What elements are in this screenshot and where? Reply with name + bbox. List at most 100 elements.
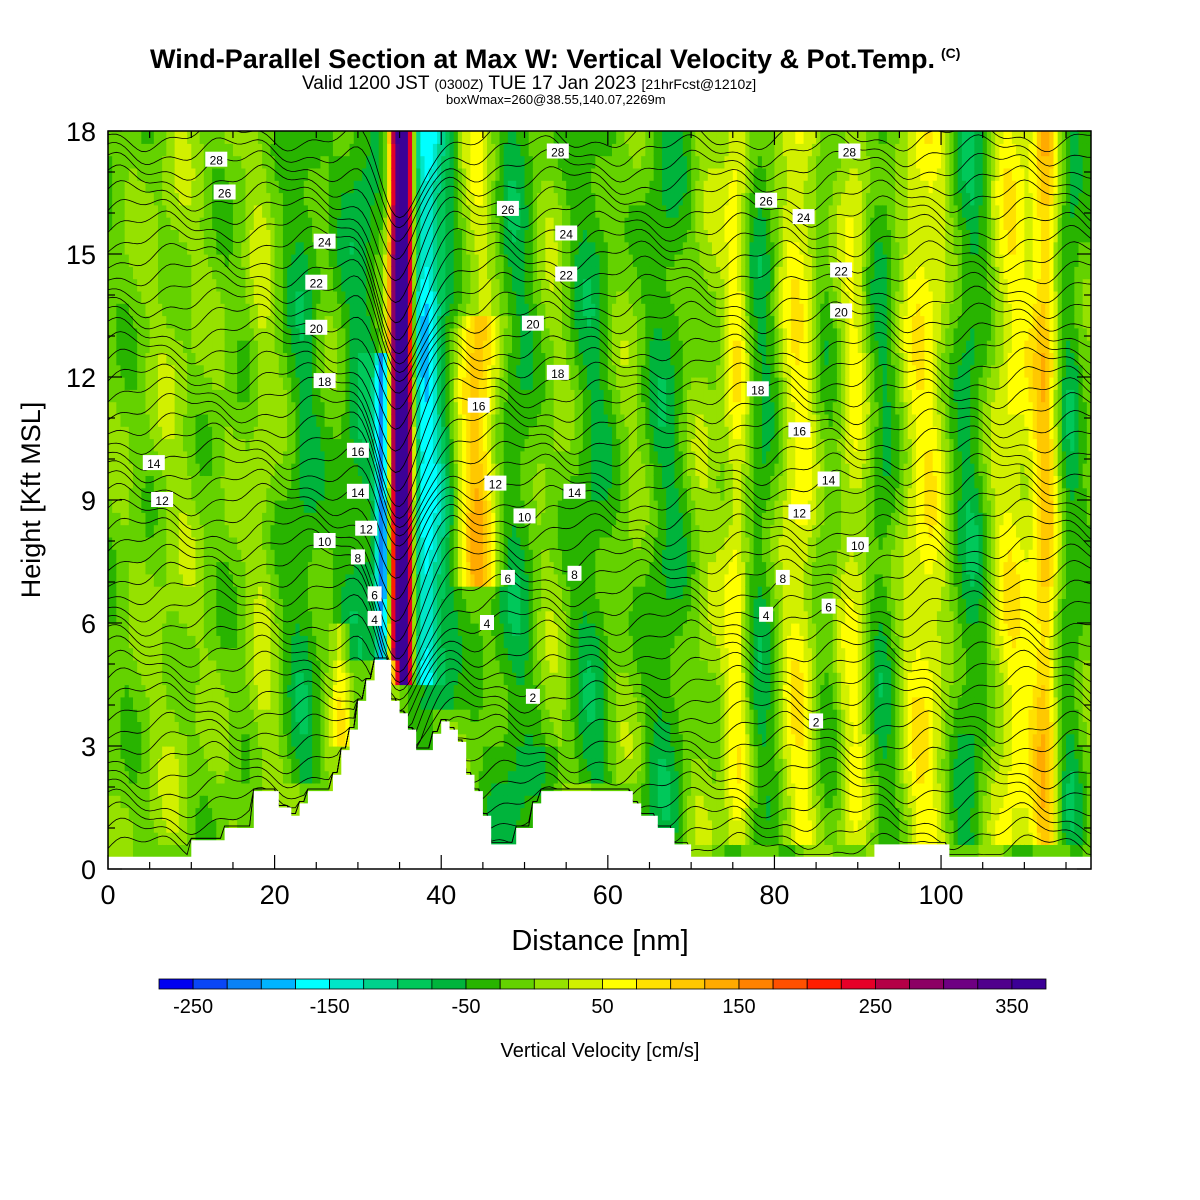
- velocity-cell: [428, 684, 434, 698]
- velocity-cell: [337, 377, 342, 390]
- velocity-cell: [324, 721, 330, 735]
- velocity-cell: [191, 155, 197, 169]
- velocity-cell: [132, 832, 138, 845]
- velocity-cell: [162, 192, 167, 206]
- velocity-cell: [382, 512, 388, 526]
- velocity-cell: [216, 573, 222, 587]
- velocity-cell: [249, 401, 255, 415]
- velocity-cell: [228, 327, 234, 341]
- velocity-cell: [320, 500, 326, 513]
- velocity-cell: [437, 413, 442, 427]
- velocity-cell: [387, 167, 392, 181]
- velocity-cell: [337, 586, 342, 599]
- velocity-cell: [378, 315, 384, 329]
- velocity-cell: [241, 426, 247, 440]
- velocity-cell: [112, 143, 117, 157]
- velocity-cell: [232, 586, 238, 599]
- velocity-cell: [128, 795, 134, 809]
- velocity-cell: [395, 278, 401, 292]
- velocity-cell: [237, 770, 242, 784]
- velocity-cell: [108, 450, 113, 464]
- velocity-cell: [320, 192, 326, 206]
- velocity-cell: [145, 315, 151, 329]
- velocity-cell: [241, 721, 247, 735]
- velocity-cell: [391, 659, 397, 673]
- velocity-cell: [132, 561, 138, 575]
- velocity-cell: [424, 204, 430, 218]
- velocity-cell: [407, 438, 413, 452]
- velocity-cell: [295, 721, 301, 735]
- velocity-cell: [203, 426, 209, 440]
- velocity-cell: [445, 241, 451, 255]
- velocity-cell: [153, 401, 159, 415]
- velocity-cell: [428, 352, 434, 366]
- velocity-cell: [203, 487, 209, 501]
- velocity-cell: [278, 143, 284, 157]
- velocity-cell: [120, 352, 126, 366]
- velocity-cell: [274, 524, 280, 538]
- velocity-cell: [128, 598, 134, 612]
- velocity-cell: [370, 143, 376, 157]
- velocity-cell: [320, 352, 326, 366]
- velocity-cell: [382, 340, 388, 353]
- velocity-cell: [387, 131, 392, 144]
- velocity-cell: [278, 672, 284, 686]
- velocity-cell: [191, 598, 197, 612]
- velocity-cell: [341, 586, 347, 599]
- velocity-cell: [416, 500, 421, 513]
- velocity-cell: [387, 561, 392, 575]
- velocity-cell: [391, 278, 397, 292]
- velocity-cell: [445, 364, 451, 378]
- velocity-cell: [237, 758, 242, 772]
- velocity-cell: [420, 352, 426, 366]
- velocity-cell: [282, 413, 288, 427]
- velocity-cell: [237, 315, 242, 329]
- velocity-cell: [170, 143, 176, 157]
- velocity-cell: [191, 672, 197, 686]
- velocity-cell: [357, 561, 363, 575]
- velocity-cell: [349, 241, 355, 255]
- velocity-cell: [399, 623, 405, 636]
- velocity-cell: [137, 229, 142, 243]
- velocity-cell: [332, 167, 338, 181]
- velocity-cell: [374, 241, 380, 255]
- velocity-cell: [349, 315, 355, 329]
- velocity-cell: [341, 340, 347, 353]
- velocity-cell: [412, 167, 417, 181]
- velocity-cell: [174, 549, 180, 563]
- velocity-cell: [278, 278, 284, 292]
- velocity-cell: [187, 401, 192, 415]
- velocity-cell: [120, 204, 126, 218]
- velocity-cell: [120, 155, 126, 169]
- velocity-cell: [357, 401, 363, 415]
- velocity-cell: [407, 204, 413, 218]
- velocity-cell: [420, 463, 426, 476]
- velocity-cell: [212, 327, 217, 341]
- velocity-cell: [191, 807, 197, 821]
- velocity-cell: [345, 733, 351, 747]
- velocity-cell: [362, 352, 367, 366]
- velocity-cell: [416, 315, 421, 329]
- velocity-cell: [303, 536, 309, 550]
- velocity-cell: [170, 758, 176, 772]
- velocity-cell: [420, 217, 426, 230]
- velocity-cell: [341, 327, 347, 341]
- velocity-cell: [345, 598, 351, 612]
- velocity-cell: [378, 352, 384, 366]
- velocity-cell: [182, 192, 188, 206]
- velocity-cell: [303, 672, 309, 686]
- velocity-cell: [445, 254, 451, 267]
- velocity-cell: [341, 438, 347, 452]
- velocity-cell: [320, 340, 326, 353]
- velocity-cell: [128, 438, 134, 452]
- velocity-cell: [212, 487, 217, 501]
- velocity-cell: [395, 549, 401, 563]
- velocity-cell: [216, 217, 222, 230]
- velocity-cell: [137, 733, 142, 747]
- velocity-cell: [349, 426, 355, 440]
- velocity-cell: [253, 598, 259, 612]
- velocity-cell: [295, 303, 301, 317]
- velocity-cell: [174, 180, 180, 194]
- velocity-cell: [162, 315, 167, 329]
- velocity-cell: [224, 500, 230, 513]
